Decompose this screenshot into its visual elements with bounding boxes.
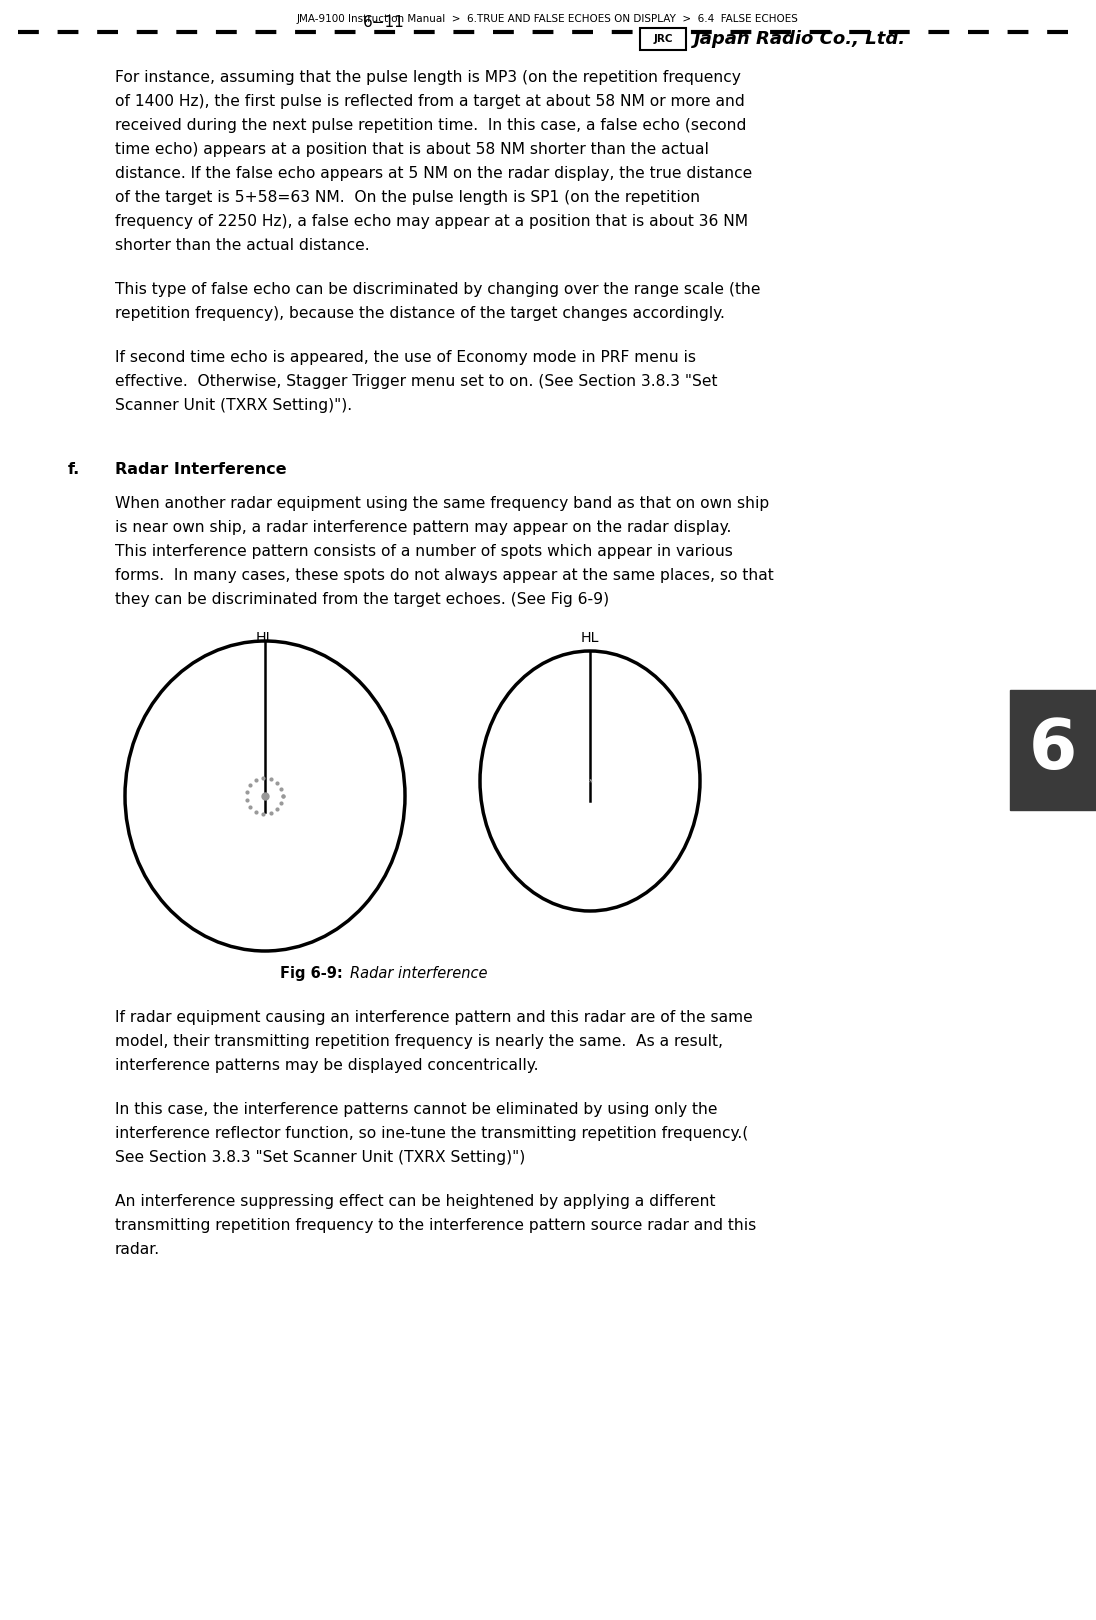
- Text: Radar interference: Radar interference: [350, 966, 488, 982]
- FancyBboxPatch shape: [1011, 690, 1096, 810]
- Text: In this case, the interference patterns cannot be eliminated by using only the: In this case, the interference patterns …: [115, 1102, 718, 1118]
- Text: Scanner Unit (TXRX Setting)").: Scanner Unit (TXRX Setting)").: [115, 399, 352, 413]
- Text: HL: HL: [581, 632, 600, 645]
- Text: they can be discriminated from the target echoes. (See Fig 6-9): they can be discriminated from the targe…: [115, 591, 609, 608]
- Text: This type of false echo can be discriminated by changing over the range scale (t: This type of false echo can be discrimin…: [115, 282, 761, 296]
- Text: HL: HL: [255, 632, 274, 645]
- Text: interference patterns may be displayed concentrically.: interference patterns may be displayed c…: [115, 1058, 538, 1072]
- Text: See Section 3.8.3 "Set Scanner Unit (TXRX Setting)"): See Section 3.8.3 "Set Scanner Unit (TXR…: [115, 1150, 525, 1165]
- Text: repetition frequency), because the distance of the target changes accordingly.: repetition frequency), because the dista…: [115, 306, 724, 321]
- Text: 6−11: 6−11: [363, 15, 404, 31]
- Text: transmitting repetition frequency to the interference pattern source radar and t: transmitting repetition frequency to the…: [115, 1218, 756, 1233]
- Text: JRC: JRC: [653, 34, 673, 44]
- Text: Japan Radio Co., Ltd.: Japan Radio Co., Ltd.: [694, 31, 906, 49]
- Text: received during the next pulse repetition time.  In this case, a false echo (sec: received during the next pulse repetitio…: [115, 118, 746, 133]
- Text: effective.  Otherwise, Stagger Trigger menu set to on. (See Section 3.8.3 "Set: effective. Otherwise, Stagger Trigger me…: [115, 374, 718, 389]
- Text: frequency of 2250 Hz), a false echo may appear at a position that is about 36 NM: frequency of 2250 Hz), a false echo may …: [115, 214, 749, 228]
- Text: of the target is 5+58=63 NM.  On the pulse length is SP1 (on the repetition: of the target is 5+58=63 NM. On the puls…: [115, 190, 700, 206]
- FancyBboxPatch shape: [640, 28, 686, 50]
- Text: time echo) appears at a position that is about 58 NM shorter than the actual: time echo) appears at a position that is…: [115, 143, 709, 157]
- Text: is near own ship, a radar interference pattern may appear on the radar display.: is near own ship, a radar interference p…: [115, 520, 731, 535]
- Text: This interference pattern consists of a number of spots which appear in various: This interference pattern consists of a …: [115, 544, 733, 559]
- Text: Fig 6-9:: Fig 6-9:: [279, 966, 353, 982]
- Text: forms.  In many cases, these spots do not always appear at the same places, so t: forms. In many cases, these spots do not…: [115, 569, 774, 583]
- Text: For instance, assuming that the pulse length is MP3 (on the repetition frequency: For instance, assuming that the pulse le…: [115, 70, 741, 84]
- Text: An interference suppressing effect can be heightened by applying a different: An interference suppressing effect can b…: [115, 1194, 716, 1209]
- Text: Radar Interference: Radar Interference: [115, 462, 287, 476]
- Text: radar.: radar.: [115, 1243, 160, 1257]
- Text: 6: 6: [1029, 716, 1077, 784]
- Text: f.: f.: [68, 462, 80, 476]
- Text: shorter than the actual distance.: shorter than the actual distance.: [115, 238, 369, 253]
- Text: interference reflector function, so ine-tune the transmitting repetition frequen: interference reflector function, so ine-…: [115, 1126, 749, 1140]
- Text: model, their transmitting repetition frequency is nearly the same.  As a result,: model, their transmitting repetition fre…: [115, 1034, 723, 1050]
- Text: When another radar equipment using the same frequency band as that on own ship: When another radar equipment using the s…: [115, 496, 769, 510]
- Text: of 1400 Hz), the first pulse is reflected from a target at about 58 NM or more a: of 1400 Hz), the first pulse is reflecte…: [115, 94, 745, 109]
- Text: distance. If the false echo appears at 5 NM on the radar display, the true dista: distance. If the false echo appears at 5…: [115, 165, 752, 181]
- Text: If radar equipment causing an interference pattern and this radar are of the sam: If radar equipment causing an interferen…: [115, 1009, 753, 1025]
- Text: If second time echo is appeared, the use of Economy mode in PRF menu is: If second time echo is appeared, the use…: [115, 350, 696, 364]
- Text: JMA-9100 Instruction Manual  >  6.TRUE AND FALSE ECHOES ON DISPLAY  >  6.4  FALS: JMA-9100 Instruction Manual > 6.TRUE AND…: [297, 15, 799, 24]
